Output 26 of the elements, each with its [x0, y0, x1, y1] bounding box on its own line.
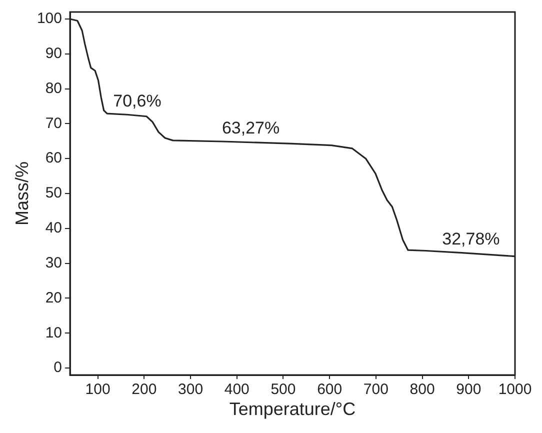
- y-tick-label: 70: [45, 114, 62, 132]
- annotation: 63,27%: [222, 118, 280, 138]
- y-tick-label: 80: [45, 80, 62, 97]
- y-tick-label: 50: [45, 184, 62, 202]
- y-axis-title: Mass/%: [12, 161, 32, 226]
- y-tick-label: 30: [45, 254, 62, 272]
- x-tick-label: 500: [270, 381, 296, 398]
- x-tick-label: 100: [85, 381, 110, 398]
- x-tick-label: 1000: [498, 381, 532, 398]
- annotation: 70,6%: [113, 92, 162, 111]
- x-tick-label: 200: [132, 381, 157, 398]
- y-tick-label: 0: [54, 359, 62, 376]
- x-tick-label: 600: [317, 381, 342, 398]
- x-axis-title: Temperature/°C: [229, 399, 356, 420]
- y-tick-label: 20: [45, 289, 62, 306]
- y-tick-label: 100: [36, 10, 62, 28]
- x-tick-label: 300: [178, 381, 204, 398]
- y-tick-label: 90: [45, 45, 62, 62]
- x-tick-label: 900: [456, 381, 482, 398]
- x-tick-label: 400: [224, 381, 250, 398]
- annotation: 32,78%: [442, 229, 500, 248]
- x-tick-label: 700: [363, 381, 388, 398]
- x-tick-label: 800: [410, 381, 435, 398]
- y-tick-label: 60: [45, 150, 62, 167]
- y-tick-label: 40: [45, 220, 62, 237]
- y-tick-label: 10: [45, 324, 62, 342]
